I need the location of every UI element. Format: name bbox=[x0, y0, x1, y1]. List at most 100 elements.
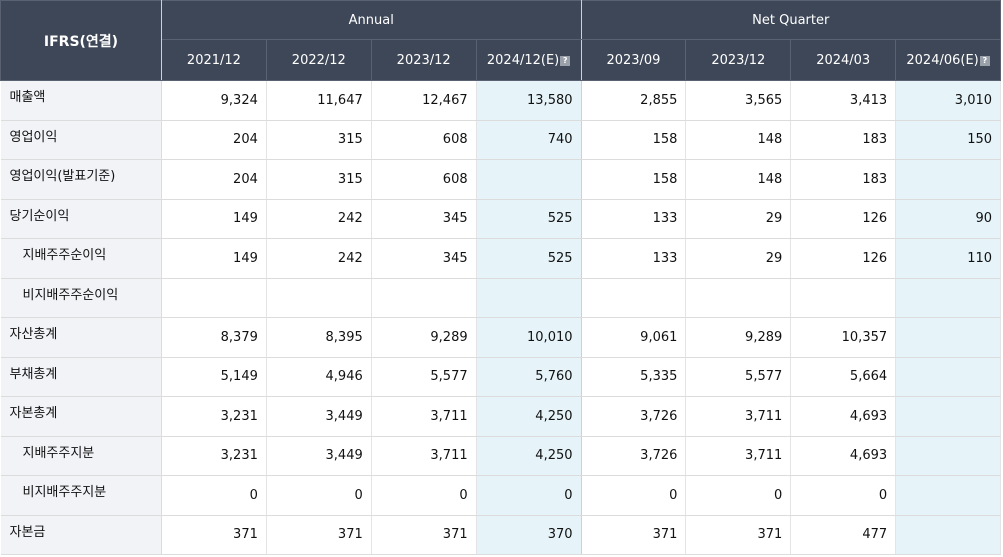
cell-value: 3,711 bbox=[685, 436, 792, 476]
row-label: 비지배주주순이익 bbox=[0, 278, 162, 318]
cell-value: 4,693 bbox=[790, 396, 897, 437]
cell-value bbox=[895, 475, 1002, 516]
row-label: 영업이익(발표기준) bbox=[0, 159, 162, 200]
cell-value: 9,061 bbox=[581, 317, 687, 358]
cell-value: 242 bbox=[266, 199, 372, 239]
row-label: 지배주주지분 bbox=[0, 436, 162, 476]
header-period-4: 2023/09 bbox=[580, 39, 687, 81]
cell-value: 29 bbox=[685, 238, 792, 279]
cell-value: 5,335 bbox=[581, 357, 687, 397]
cell-value bbox=[790, 278, 897, 318]
cell-value: 345 bbox=[371, 199, 477, 239]
cell-value: 12,467 bbox=[371, 80, 477, 121]
cell-value: 158 bbox=[581, 159, 687, 200]
cell-value: 183 bbox=[790, 120, 897, 160]
cell-value: 5,149 bbox=[161, 357, 267, 397]
cell-value: 3,711 bbox=[371, 396, 477, 437]
cell-value: 371 bbox=[685, 515, 792, 555]
table-row: 비지배주주순이익 bbox=[0, 278, 1002, 318]
cell-value: 3,449 bbox=[266, 396, 372, 437]
table-row: 부채총계 5,149 4,946 5,577 5,760 5,335 5,577 5,664 bbox=[0, 357, 1002, 397]
cell-value: 242 bbox=[266, 238, 372, 279]
cell-value: 3,726 bbox=[581, 436, 687, 476]
header-period-3: 2024/12(E)? bbox=[475, 39, 582, 81]
cell-value: 0 bbox=[161, 475, 267, 516]
question-mark-icon[interactable]: ? bbox=[979, 55, 990, 66]
cell-value: 5,577 bbox=[685, 357, 792, 397]
cell-value: 9,289 bbox=[371, 317, 477, 358]
header-period-0: 2021/12 bbox=[161, 39, 267, 81]
question-mark-icon[interactable]: ? bbox=[560, 55, 571, 66]
cell-value: 8,379 bbox=[161, 317, 267, 358]
cell-value bbox=[895, 278, 1002, 318]
table-row: 당기순이익 149 242 345 525 133 29 126 90 bbox=[0, 199, 1002, 239]
cell-value: 133 bbox=[581, 199, 687, 239]
cell-value: 133 bbox=[581, 238, 687, 279]
cell-value: 4,250 bbox=[476, 436, 582, 476]
header-group-annual: Annual bbox=[161, 0, 582, 40]
cell-value: 608 bbox=[371, 120, 477, 160]
cell-value: 3,010 bbox=[895, 80, 1002, 121]
table-body: 매출액 9,324 11,647 12,467 13,580 2,855 3,565 3,41… bbox=[0, 80, 1002, 555]
cell-value: 3,449 bbox=[266, 436, 372, 476]
cell-value: 149 bbox=[161, 199, 267, 239]
header-period-label: 2021/12 bbox=[186, 52, 241, 68]
cell-value: 4,693 bbox=[790, 436, 897, 476]
cell-value: 4,946 bbox=[266, 357, 372, 397]
cell-value: 3,726 bbox=[581, 396, 687, 437]
cell-value: 3,565 bbox=[685, 80, 792, 121]
cell-value: 9,289 bbox=[685, 317, 792, 358]
cell-value: 3,711 bbox=[685, 396, 792, 437]
cell-value: 29 bbox=[685, 199, 792, 239]
cell-value: 371 bbox=[371, 515, 477, 555]
cell-value bbox=[895, 515, 1002, 555]
table-row: 지배주주지분 3,231 3,449 3,711 4,250 3,726 3,711 4,69… bbox=[0, 436, 1002, 476]
row-label: 자본금 bbox=[0, 515, 162, 555]
cell-value: 371 bbox=[266, 515, 372, 555]
cell-value: 5,760 bbox=[476, 357, 582, 397]
cell-value: 315 bbox=[266, 159, 372, 200]
header-period-label: 2024/03 bbox=[816, 52, 871, 68]
cell-value bbox=[895, 436, 1002, 476]
cell-value bbox=[895, 317, 1002, 358]
row-label: 부채총계 bbox=[0, 357, 162, 397]
cell-value: 110 bbox=[895, 238, 1002, 279]
cell-value: 10,010 bbox=[476, 317, 582, 358]
header-period-label: 2024/12(E) bbox=[486, 52, 560, 68]
cell-value: 3,231 bbox=[161, 396, 267, 437]
table-row: 자본금 371 371 371 370 371 371 477 bbox=[0, 515, 1002, 555]
cell-value: 0 bbox=[266, 475, 372, 516]
cell-value: 11,647 bbox=[266, 80, 372, 121]
cell-value: 608 bbox=[371, 159, 477, 200]
header-period-6: 2024/03 bbox=[790, 39, 897, 81]
cell-value bbox=[371, 278, 477, 318]
header-period-7: 2024/06(E)? bbox=[895, 39, 1002, 81]
row-label: 당기순이익 bbox=[0, 199, 162, 239]
cell-value: 5,577 bbox=[371, 357, 477, 397]
row-label: 매출액 bbox=[0, 80, 162, 121]
cell-value bbox=[895, 357, 1002, 397]
header-period-5: 2023/12 bbox=[685, 39, 792, 81]
cell-value: 740 bbox=[476, 120, 582, 160]
cell-value: 3,413 bbox=[790, 80, 897, 121]
cell-value: 90 bbox=[895, 199, 1002, 239]
cell-value: 0 bbox=[790, 475, 897, 516]
cell-value: 148 bbox=[685, 120, 792, 160]
cell-value bbox=[476, 278, 582, 318]
cell-value: 204 bbox=[161, 120, 267, 160]
cell-value: 150 bbox=[895, 120, 1002, 160]
cell-value: 315 bbox=[266, 120, 372, 160]
cell-value bbox=[476, 159, 582, 200]
table-row: 매출액 9,324 11,647 12,467 13,580 2,855 3,565 3,41… bbox=[0, 80, 1002, 121]
cell-value: 13,580 bbox=[476, 80, 582, 121]
cell-value bbox=[161, 278, 267, 318]
header-period-label: 2023/12 bbox=[711, 52, 766, 68]
header-group-net-quarter: Net Quarter bbox=[580, 0, 1002, 40]
table-row: 자본총계 3,231 3,449 3,711 4,250 3,726 3,711 4,693 bbox=[0, 396, 1002, 437]
cell-value bbox=[895, 396, 1002, 437]
header-period-label: 2022/12 bbox=[291, 52, 346, 68]
cell-value: 10,357 bbox=[790, 317, 897, 358]
cell-value: 371 bbox=[581, 515, 687, 555]
cell-value: 345 bbox=[371, 238, 477, 279]
cell-value: 0 bbox=[685, 475, 792, 516]
